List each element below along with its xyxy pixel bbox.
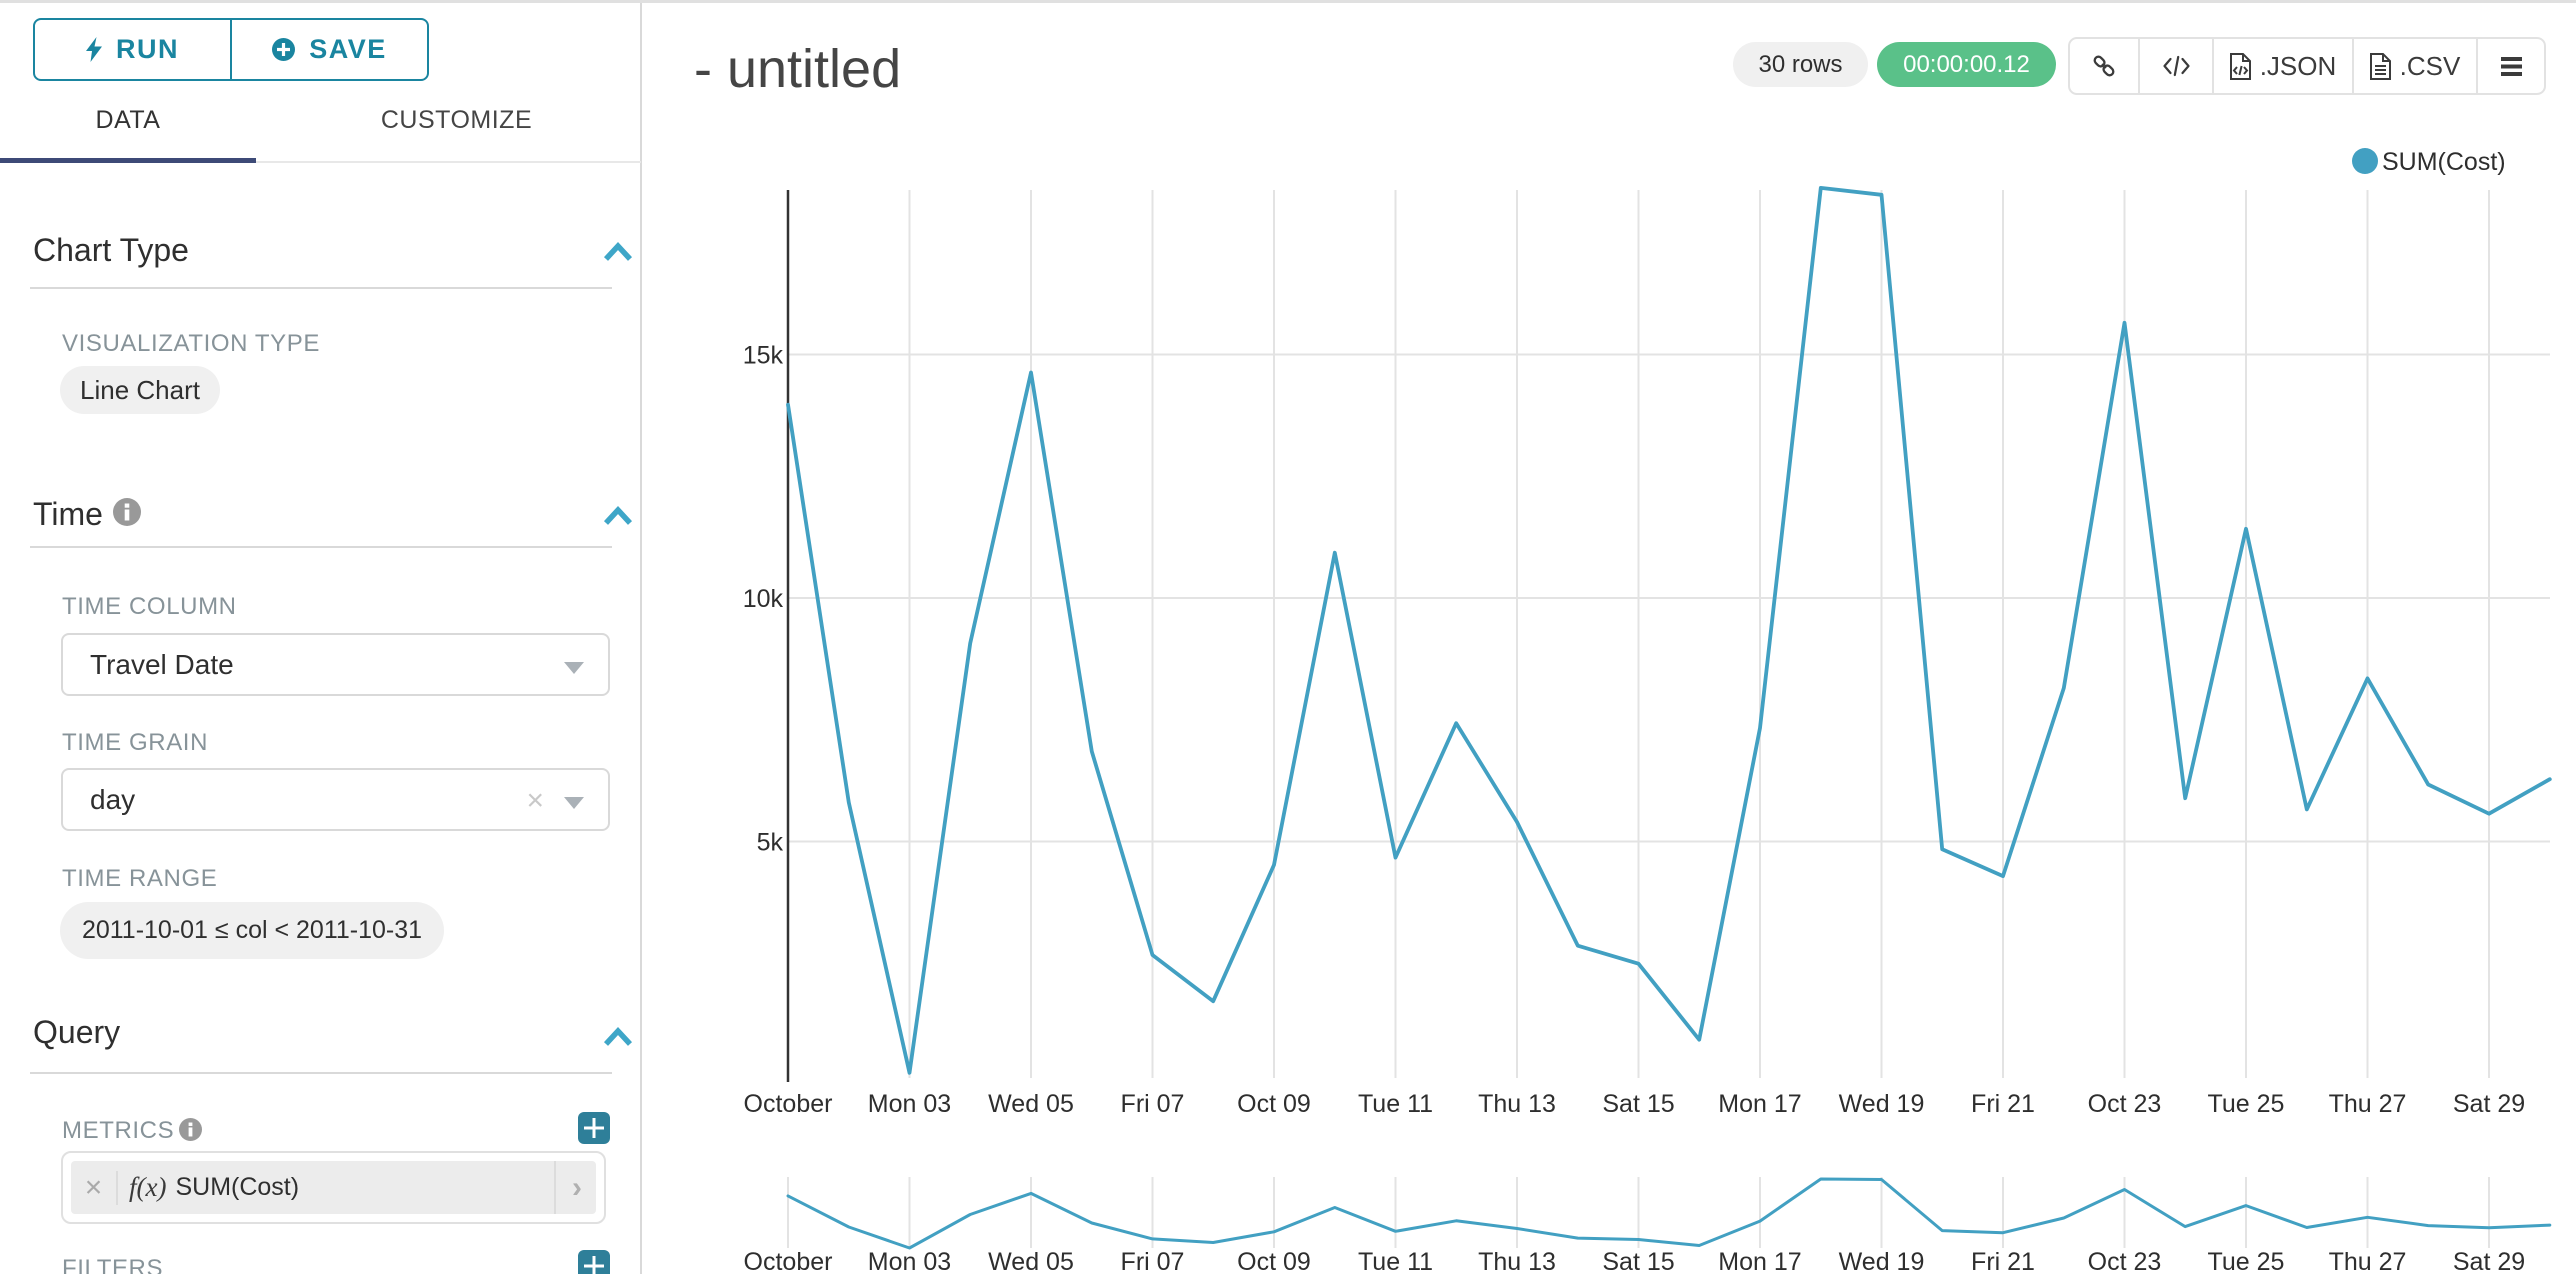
svg-text:Wed 05: Wed 05	[988, 1090, 1074, 1118]
svg-text:Thu 13: Thu 13	[1478, 1248, 1556, 1274]
svg-text:Tue 11: Tue 11	[1358, 1090, 1433, 1118]
svg-text:Wed 19: Wed 19	[1839, 1248, 1925, 1274]
svg-text:Oct 09: Oct 09	[1237, 1090, 1311, 1118]
svg-text:Wed 19: Wed 19	[1839, 1090, 1925, 1118]
svg-text:Thu 27: Thu 27	[2329, 1248, 2407, 1274]
svg-text:Mon 03: Mon 03	[868, 1090, 951, 1118]
svg-text:Wed 05: Wed 05	[988, 1248, 1074, 1274]
svg-text:Mon 17: Mon 17	[1718, 1248, 1801, 1274]
svg-text:Tue 25: Tue 25	[2208, 1090, 2285, 1118]
svg-text:Tue 11: Tue 11	[1358, 1248, 1433, 1274]
svg-text:15k: 15k	[743, 342, 784, 370]
svg-text:Oct 23: Oct 23	[2088, 1090, 2162, 1118]
svg-text:October: October	[744, 1248, 833, 1274]
svg-text:Thu 13: Thu 13	[1478, 1090, 1556, 1118]
svg-text:Sat 29: Sat 29	[2453, 1090, 2525, 1118]
svg-text:Fri 21: Fri 21	[1971, 1248, 2035, 1274]
svg-text:Fri 07: Fri 07	[1121, 1090, 1185, 1118]
svg-text:Sat 15: Sat 15	[1602, 1090, 1674, 1118]
svg-text:SUM(Cost): SUM(Cost)	[2382, 148, 2506, 176]
svg-text:October: October	[744, 1090, 833, 1118]
svg-text:5k: 5k	[757, 829, 784, 857]
svg-text:Tue 25: Tue 25	[2208, 1248, 2285, 1274]
svg-text:Sat 15: Sat 15	[1602, 1248, 1674, 1274]
svg-text:Fri 07: Fri 07	[1121, 1248, 1185, 1274]
svg-text:Mon 03: Mon 03	[868, 1248, 951, 1274]
svg-text:Oct 09: Oct 09	[1237, 1248, 1311, 1274]
svg-text:Oct 23: Oct 23	[2088, 1248, 2162, 1274]
svg-text:Thu 27: Thu 27	[2329, 1090, 2407, 1118]
svg-text:Sat 29: Sat 29	[2453, 1248, 2525, 1274]
svg-text:Mon 17: Mon 17	[1718, 1090, 1801, 1118]
svg-text:Fri 21: Fri 21	[1971, 1090, 2035, 1118]
svg-text:10k: 10k	[743, 585, 784, 613]
